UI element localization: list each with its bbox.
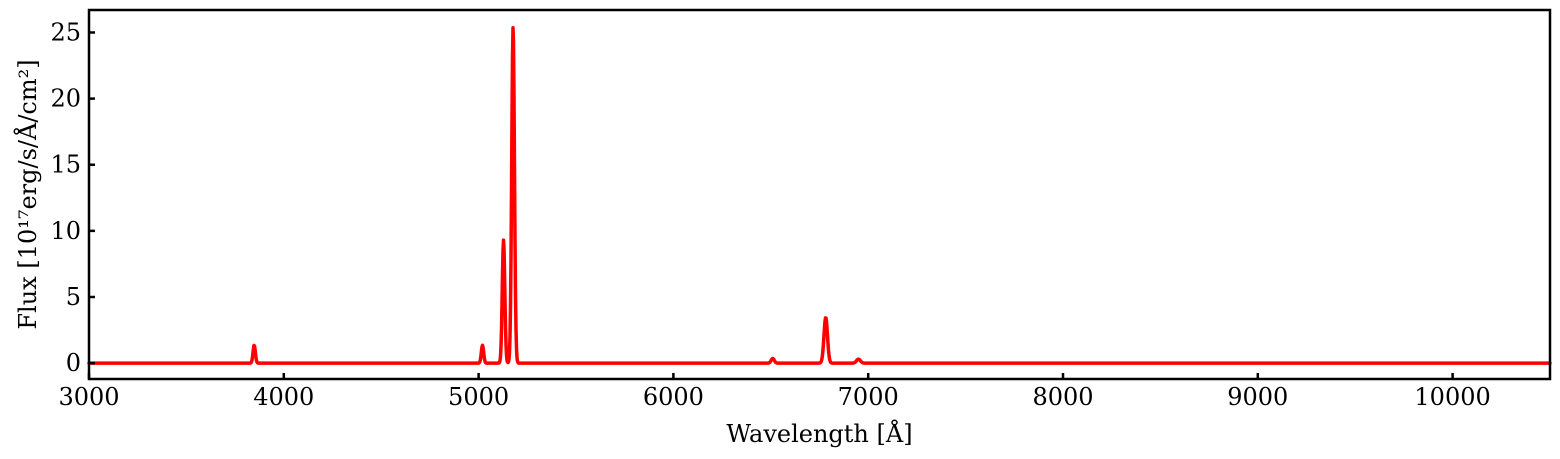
y-tick-label: 0 (66, 349, 81, 377)
y-tick-label: 20 (50, 85, 81, 113)
y-tick-label: 5 (66, 283, 81, 311)
x-axis-label: Wavelength [Å] (726, 419, 912, 448)
y-tick-label: 25 (50, 18, 81, 46)
x-tick-label: 4000 (253, 383, 314, 411)
x-tick-label: 5000 (448, 383, 509, 411)
y-tick-label: 10 (50, 217, 81, 245)
axes-frame (87, 8, 1552, 381)
x-tick-label: 9000 (1227, 383, 1288, 411)
y-tick-label: 15 (50, 151, 81, 179)
spectrum-line (87, 26, 1552, 365)
x-tick-label: 3000 (58, 383, 119, 411)
x-tick-label: 6000 (643, 383, 704, 411)
plot-area (87, 26, 1552, 365)
x-tick-label: 10000 (1414, 383, 1490, 411)
x-tick-label: 7000 (838, 383, 899, 411)
axis-ticks: 3000 4000 5000 6000 7000 8000 9000 10000 0 5 10 15 2… (50, 18, 1490, 411)
x-tick-label: 8000 (1032, 383, 1093, 411)
y-axis-label: Flux [10¹⁷erg/s/Å/cm²] (13, 59, 42, 329)
